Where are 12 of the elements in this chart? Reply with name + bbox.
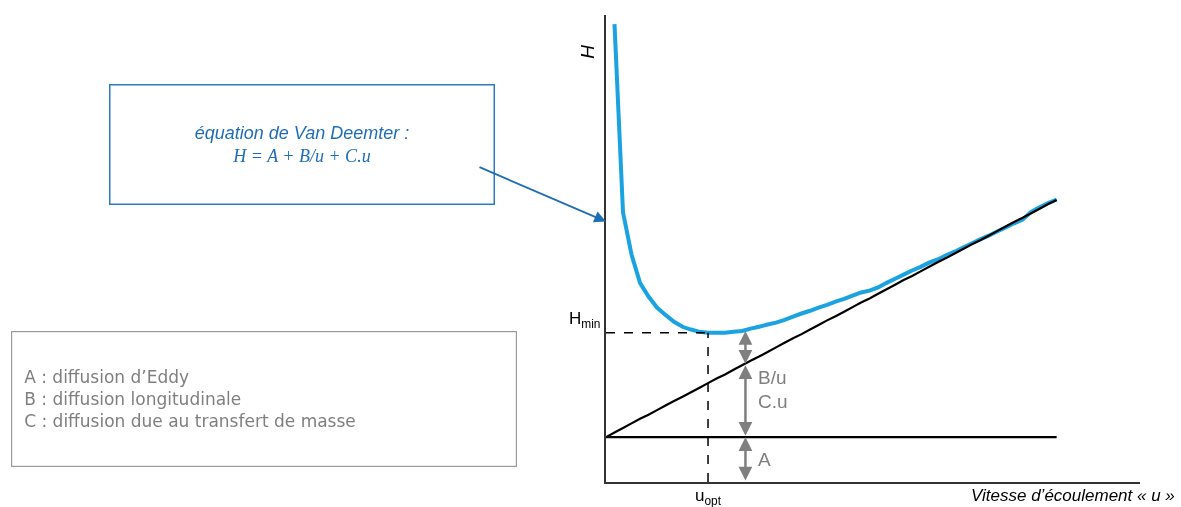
y-axis-title: H bbox=[577, 44, 599, 59]
annotation: A bbox=[758, 449, 771, 470]
text: équation de Van Deemter : bbox=[194, 122, 410, 143]
annotation: B/u bbox=[758, 367, 787, 388]
text: u$_{opt}$ bbox=[695, 486, 722, 507]
text: B : diffusion longitudinale bbox=[24, 389, 242, 410]
text: C : diffusion due au transfert de masse bbox=[24, 411, 356, 432]
annotation: C.u bbox=[758, 391, 788, 412]
text: H = A + B/u + C.u bbox=[232, 146, 371, 167]
ref-line-label: H$_{min}$ bbox=[569, 309, 601, 331]
text: A : diffusion d’Eddy bbox=[24, 367, 190, 388]
x-axis-title: Vitesse d’écoulement « u » bbox=[971, 486, 1175, 505]
